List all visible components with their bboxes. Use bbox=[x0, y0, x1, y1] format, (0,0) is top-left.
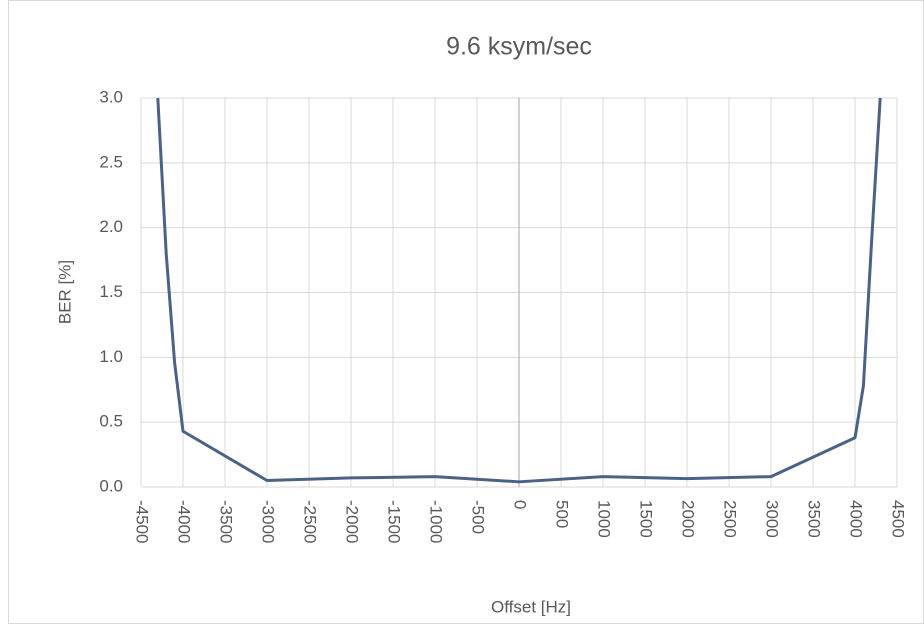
x-tick-label: 3000 bbox=[763, 500, 782, 538]
x-tick-label: 1000 bbox=[595, 500, 614, 538]
y-tick-label: 2.0 bbox=[99, 217, 123, 236]
x-tick-label: -500 bbox=[469, 500, 488, 534]
x-tick-label: 2500 bbox=[721, 500, 740, 538]
y-tick-label: 1.0 bbox=[99, 347, 123, 366]
x-tick-label: 4500 bbox=[889, 500, 908, 538]
x-tick-label: -3000 bbox=[259, 500, 278, 543]
y-axis-label: BER [%] bbox=[55, 260, 74, 324]
data-line bbox=[156, 97, 882, 484]
y-tick-label: 3.0 bbox=[99, 87, 123, 106]
x-axis-label: Offset [Hz] bbox=[491, 597, 571, 616]
chart-title: 9.6 ksym/sec bbox=[446, 33, 592, 61]
x-tick-label: 4000 bbox=[847, 500, 866, 538]
x-tick-label: 1500 bbox=[637, 500, 656, 538]
x-tick-label: 0 bbox=[511, 500, 530, 509]
x-tick-label: -1000 bbox=[427, 500, 446, 543]
x-tick-label: 500 bbox=[553, 500, 572, 528]
y-tick-label: 1.5 bbox=[99, 282, 123, 301]
x-tick-label: -3500 bbox=[217, 500, 236, 543]
y-tick-label: 0.5 bbox=[99, 412, 123, 431]
x-tick-label: -2000 bbox=[343, 500, 362, 543]
x-tick-label: -4500 bbox=[133, 500, 152, 543]
x-tick-label: -1500 bbox=[385, 500, 404, 543]
x-tick-label: -2500 bbox=[301, 500, 320, 543]
x-tick-label: 2000 bbox=[679, 500, 698, 538]
y-tick-label: 0.0 bbox=[99, 476, 123, 495]
x-tick-label: 3500 bbox=[805, 500, 824, 538]
x-tick-label: -4000 bbox=[175, 500, 194, 543]
y-tick-label: 2.5 bbox=[99, 152, 123, 171]
